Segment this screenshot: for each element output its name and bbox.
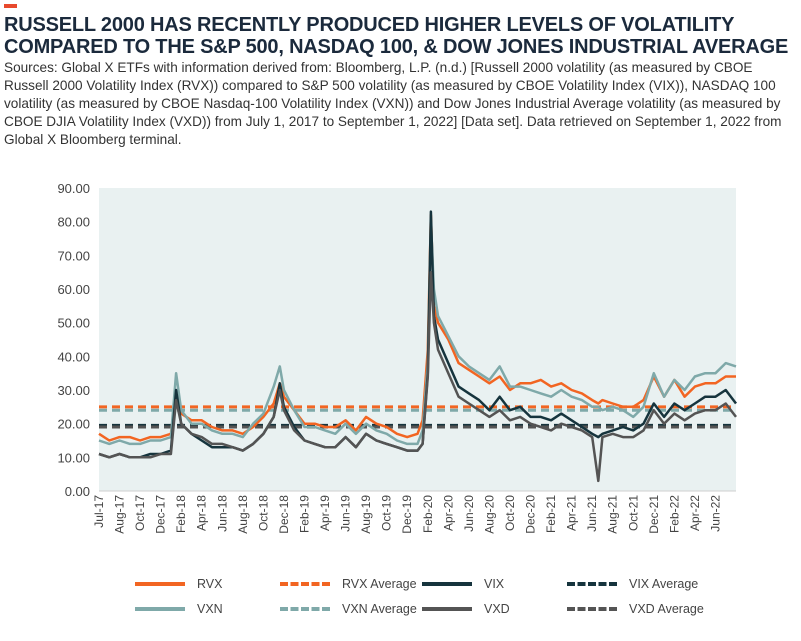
x-tick-label: Oct-19: [380, 495, 394, 531]
chart-legend: RVX RVX Average VIX VIX Average VXN VXN …: [0, 570, 801, 630]
x-tick-label: Feb-21: [544, 495, 558, 533]
legend-label-vxn: VXN: [197, 602, 223, 616]
x-tick-label: Dec-18: [277, 495, 291, 534]
legend-item-vxd-average: VXD Average: [567, 599, 704, 619]
x-tick-label: Oct-20: [503, 495, 517, 531]
legend-label-vxd: VXD: [484, 602, 510, 616]
legend-label-vix-average: VIX Average: [629, 577, 699, 591]
y-tick-label: 40.00: [57, 349, 90, 364]
x-tick-label: Dec-20: [524, 495, 538, 534]
y-tick-label: 80.00: [57, 215, 90, 230]
x-tick-label: Jun-18: [215, 495, 229, 532]
y-tick-label: 90.00: [57, 181, 90, 196]
x-tick-label: Jun-21: [585, 495, 599, 532]
legend-item-vxn-average: VXN Average: [280, 599, 417, 619]
legend-swatch-vix-average: [567, 582, 617, 586]
legend-item-rvx-average: RVX Average: [280, 574, 417, 594]
x-tick-label: Oct-21: [626, 495, 640, 531]
legend-swatch-vxd: [422, 607, 472, 611]
legend-item-vxd: VXD: [422, 599, 510, 619]
legend-label-vxd-average: VXD Average: [629, 602, 704, 616]
x-tick-label: Dec-19: [400, 495, 414, 534]
x-tick-label: Apr-20: [441, 495, 455, 531]
x-tick-label: Apr-21: [565, 495, 579, 531]
legend-swatch-vix: [422, 582, 472, 586]
x-tick-label: Jun-19: [339, 495, 353, 532]
x-tick-label: Dec-17: [154, 495, 168, 534]
legend-item-vxn: VXN: [135, 599, 223, 619]
x-tick-label: Jul-17: [92, 495, 106, 528]
series-line-vxd: [98, 270, 737, 483]
x-tick-label: Aug-21: [606, 495, 620, 534]
x-tick-label: Aug-18: [236, 495, 250, 534]
legend-label-vix: VIX: [484, 577, 505, 591]
y-tick-label: 10.00: [57, 450, 90, 465]
x-tick-label: Feb-20: [421, 495, 435, 533]
title-accent-bar: [4, 4, 17, 8]
chart-title: RUSSELL 2000 HAS RECENTLY PRODUCED HIGHE…: [4, 14, 789, 58]
legend-swatch-vxn: [135, 607, 185, 611]
legend-swatch-vxd-average: [567, 607, 617, 611]
legend-swatch-vxn-average: [280, 607, 330, 611]
legend-item-vix: VIX: [422, 574, 504, 594]
x-tick-label: Aug-19: [359, 495, 373, 534]
x-tick-label: Feb-22: [667, 495, 681, 533]
x-tick-label: Apr-18: [195, 495, 209, 531]
plot-area: [99, 188, 736, 491]
legend-swatch-rvx: [135, 582, 185, 586]
legend-item-vix-average: VIX Average: [567, 574, 698, 594]
x-tick-label: Aug-17: [113, 495, 127, 534]
x-tick-label: Oct-18: [256, 495, 270, 531]
x-tick-label: Dec-21: [647, 495, 661, 534]
x-tick-label: Apr-22: [688, 495, 702, 531]
x-tick-label: Oct-17: [133, 495, 147, 531]
x-tick-label: Aug-20: [482, 495, 496, 534]
y-tick-label: 50.00: [57, 316, 90, 331]
x-tick-label: Jun-20: [462, 495, 476, 532]
legend-label-rvx: RVX: [197, 577, 223, 591]
y-tick-label: 70.00: [57, 248, 90, 263]
legend-swatch-rvx-average: [280, 582, 330, 586]
y-tick-label: 60.00: [57, 282, 90, 297]
legend-label-vxn-average: VXN Average: [342, 602, 417, 616]
x-tick-label: Feb-18: [174, 495, 188, 533]
legend-item-rvx: RVX: [135, 574, 222, 594]
y-tick-label: 20.00: [57, 417, 90, 432]
x-tick-label: Apr-19: [318, 495, 332, 531]
x-tick-label: Feb-19: [297, 495, 311, 533]
legend-label-rvx-average: RVX Average: [342, 577, 417, 591]
y-tick-label: 30.00: [57, 383, 90, 398]
source-note: Sources: Global X ETFs with information …: [4, 60, 782, 147]
y-tick-label: 0.00: [65, 484, 90, 499]
x-tick-label: Jun-22: [708, 495, 722, 532]
